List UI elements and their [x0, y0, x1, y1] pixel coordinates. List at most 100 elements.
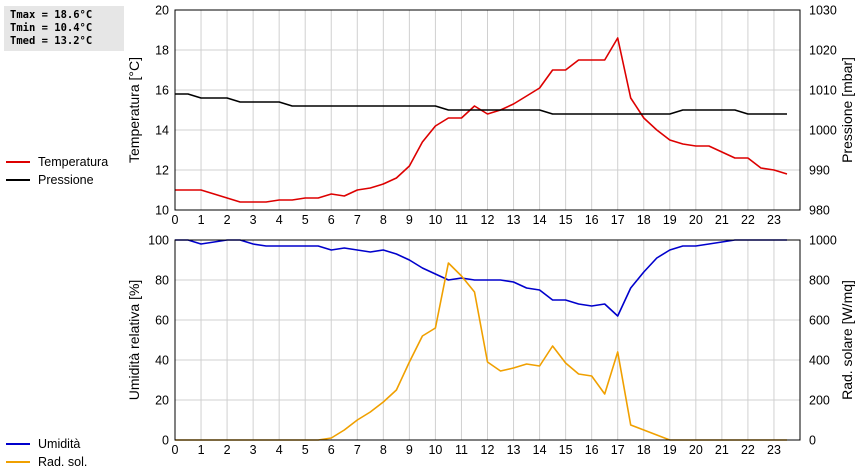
chart-panel-1: 0 1 2 3 4 5 6 7 8 9 10 11 12 13 14 15 16 17 18 19 20 21 22 2310…	[126, 4, 855, 228]
x-tick-label: 3	[250, 213, 257, 227]
series-line-umidit-	[175, 239, 787, 317]
y-right-tick-label: 1020	[809, 44, 837, 58]
legend-swatch	[6, 461, 30, 463]
x-tick-label: 6	[328, 443, 335, 457]
y-right-tick-label: 1000	[809, 234, 837, 248]
x-tick-label: 22	[741, 213, 755, 227]
x-tick-label: 22	[741, 443, 755, 457]
x-tick-label: 20	[689, 443, 703, 457]
legend-item: Pressione	[6, 171, 108, 189]
plot-frame	[174, 239, 801, 441]
x-tick-label: 17	[611, 213, 625, 227]
stat-tmed: Tmed = 13.2°C	[10, 35, 93, 47]
x-tick-label: 13	[507, 213, 521, 227]
series-line-rad-sol-	[175, 262, 787, 441]
x-tick-label: 9	[406, 443, 413, 457]
x-tick-label: 4	[276, 443, 283, 457]
x-tick-label: 17	[611, 443, 625, 457]
x-tick-label: 0	[172, 443, 179, 457]
y-right-tick-label: 1010	[809, 84, 837, 98]
y-right-tick-label: 800	[809, 274, 830, 288]
x-tick-label: 15	[559, 213, 573, 227]
x-tick-label: 1	[198, 443, 205, 457]
y-right-tick-label: 980	[809, 204, 830, 218]
x-tick-label: 0	[172, 213, 179, 227]
y-left-tick-label: 20	[155, 4, 169, 18]
y-right-tick-label: 1030	[809, 4, 837, 18]
legend-label: Umidità	[38, 437, 81, 451]
x-tick-label: 11	[455, 443, 468, 457]
chart-panel-2: 0 1 2 3 4 5 6 7 8 9 10 11 12 13 14 15 16 17 18 19 20 21 22 2302…	[126, 234, 855, 458]
x-tick-label: 23	[767, 213, 781, 227]
x-tick-label: 5	[302, 213, 309, 227]
plot-frame	[174, 9, 801, 211]
y-left-tick-label: 100	[148, 234, 169, 248]
y-left-tick-label: 60	[155, 314, 169, 328]
y-left-tick-label: 40	[155, 354, 169, 368]
charts-canvas: 0 1 2 3 4 5 6 7 8 9 10 11 12 13 14 15 16 17 18 19 20 21 22 2310…	[126, 4, 855, 458]
x-tick-label: 8	[380, 443, 387, 457]
stat-tmin: Tmin = 10.4°C	[10, 22, 93, 34]
x-tick-label: 14	[533, 443, 547, 457]
x-tick-label: 11	[455, 213, 468, 227]
x-tick-label: 8	[380, 213, 387, 227]
x-tick-label: 23	[767, 443, 781, 457]
y-left-tick-label: 16	[155, 84, 169, 98]
y-left-tick-label: 80	[155, 274, 169, 288]
legend-swatch	[6, 443, 30, 445]
x-tick-label: 15	[559, 443, 573, 457]
x-tick-label: 6	[328, 213, 335, 227]
x-tick-label: 19	[663, 443, 677, 457]
x-tick-label: 12	[481, 443, 495, 457]
x-tick-label: 21	[715, 443, 729, 457]
legend-swatch	[6, 161, 30, 163]
y-right-tick-label: 1000	[809, 124, 837, 138]
x-tick-label: 2	[224, 443, 231, 457]
series-line-pressione	[175, 93, 787, 115]
y-right-tick-label: 200	[809, 394, 830, 408]
y-left-tick-label: 18	[155, 44, 169, 58]
x-tick-label: 4	[276, 213, 283, 227]
y-left-tick-label: 20	[155, 394, 169, 408]
x-tick-label: 14	[533, 213, 547, 227]
legend-top-chart: Temperatura Pressione	[6, 153, 108, 189]
x-tick-label: 19	[663, 213, 677, 227]
y-left-tick-label: 14	[155, 124, 169, 138]
y-right-tick-label: 990	[809, 164, 830, 178]
legend-item: Temperatura	[6, 153, 108, 171]
y-right-tick-label: 600	[809, 314, 830, 328]
x-tick-label: 20	[689, 213, 703, 227]
x-tick-label: 7	[354, 443, 361, 457]
y-axis-right-title: Pressione [mbar]	[839, 57, 855, 163]
x-tick-label: 12	[481, 213, 495, 227]
x-tick-label: 18	[637, 443, 651, 457]
series-line-temperatura	[175, 37, 788, 203]
x-tick-label: 2	[224, 213, 231, 227]
stats-box: Tmax = 18.6°C Tmin = 10.4°C Tmed = 13.2°…	[4, 6, 124, 51]
y-axis-left-title: Umidità relativa [%]	[126, 280, 142, 401]
stat-tmax: Tmax = 18.6°C	[10, 9, 93, 21]
x-tick-label: 13	[507, 443, 521, 457]
y-left-tick-label: 10	[155, 204, 169, 218]
legend-item: Umidità	[6, 435, 87, 453]
x-tick-label: 21	[715, 213, 729, 227]
y-right-tick-label: 400	[809, 354, 830, 368]
x-tick-label: 10	[428, 213, 442, 227]
x-tick-label: 7	[354, 213, 361, 227]
x-tick-label: 18	[637, 213, 651, 227]
x-tick-label: 9	[406, 213, 413, 227]
x-tick-label: 3	[250, 443, 257, 457]
y-left-tick-label: 0	[162, 434, 169, 448]
legend-swatch	[6, 179, 30, 181]
y-axis-right-title: Rad. solare [W/mq]	[839, 280, 855, 400]
x-tick-label: 16	[585, 443, 599, 457]
y-left-tick-label: 12	[155, 164, 169, 178]
x-tick-label: 10	[428, 443, 442, 457]
x-tick-label: 5	[302, 443, 309, 457]
legend-label: Temperatura	[38, 155, 109, 169]
x-tick-label: 1	[198, 213, 205, 227]
y-axis-left-title: Temperatura [°C]	[126, 57, 142, 163]
y-right-tick-label: 0	[809, 434, 816, 448]
legend-label: Pressione	[38, 173, 94, 187]
x-tick-label: 16	[585, 213, 599, 227]
